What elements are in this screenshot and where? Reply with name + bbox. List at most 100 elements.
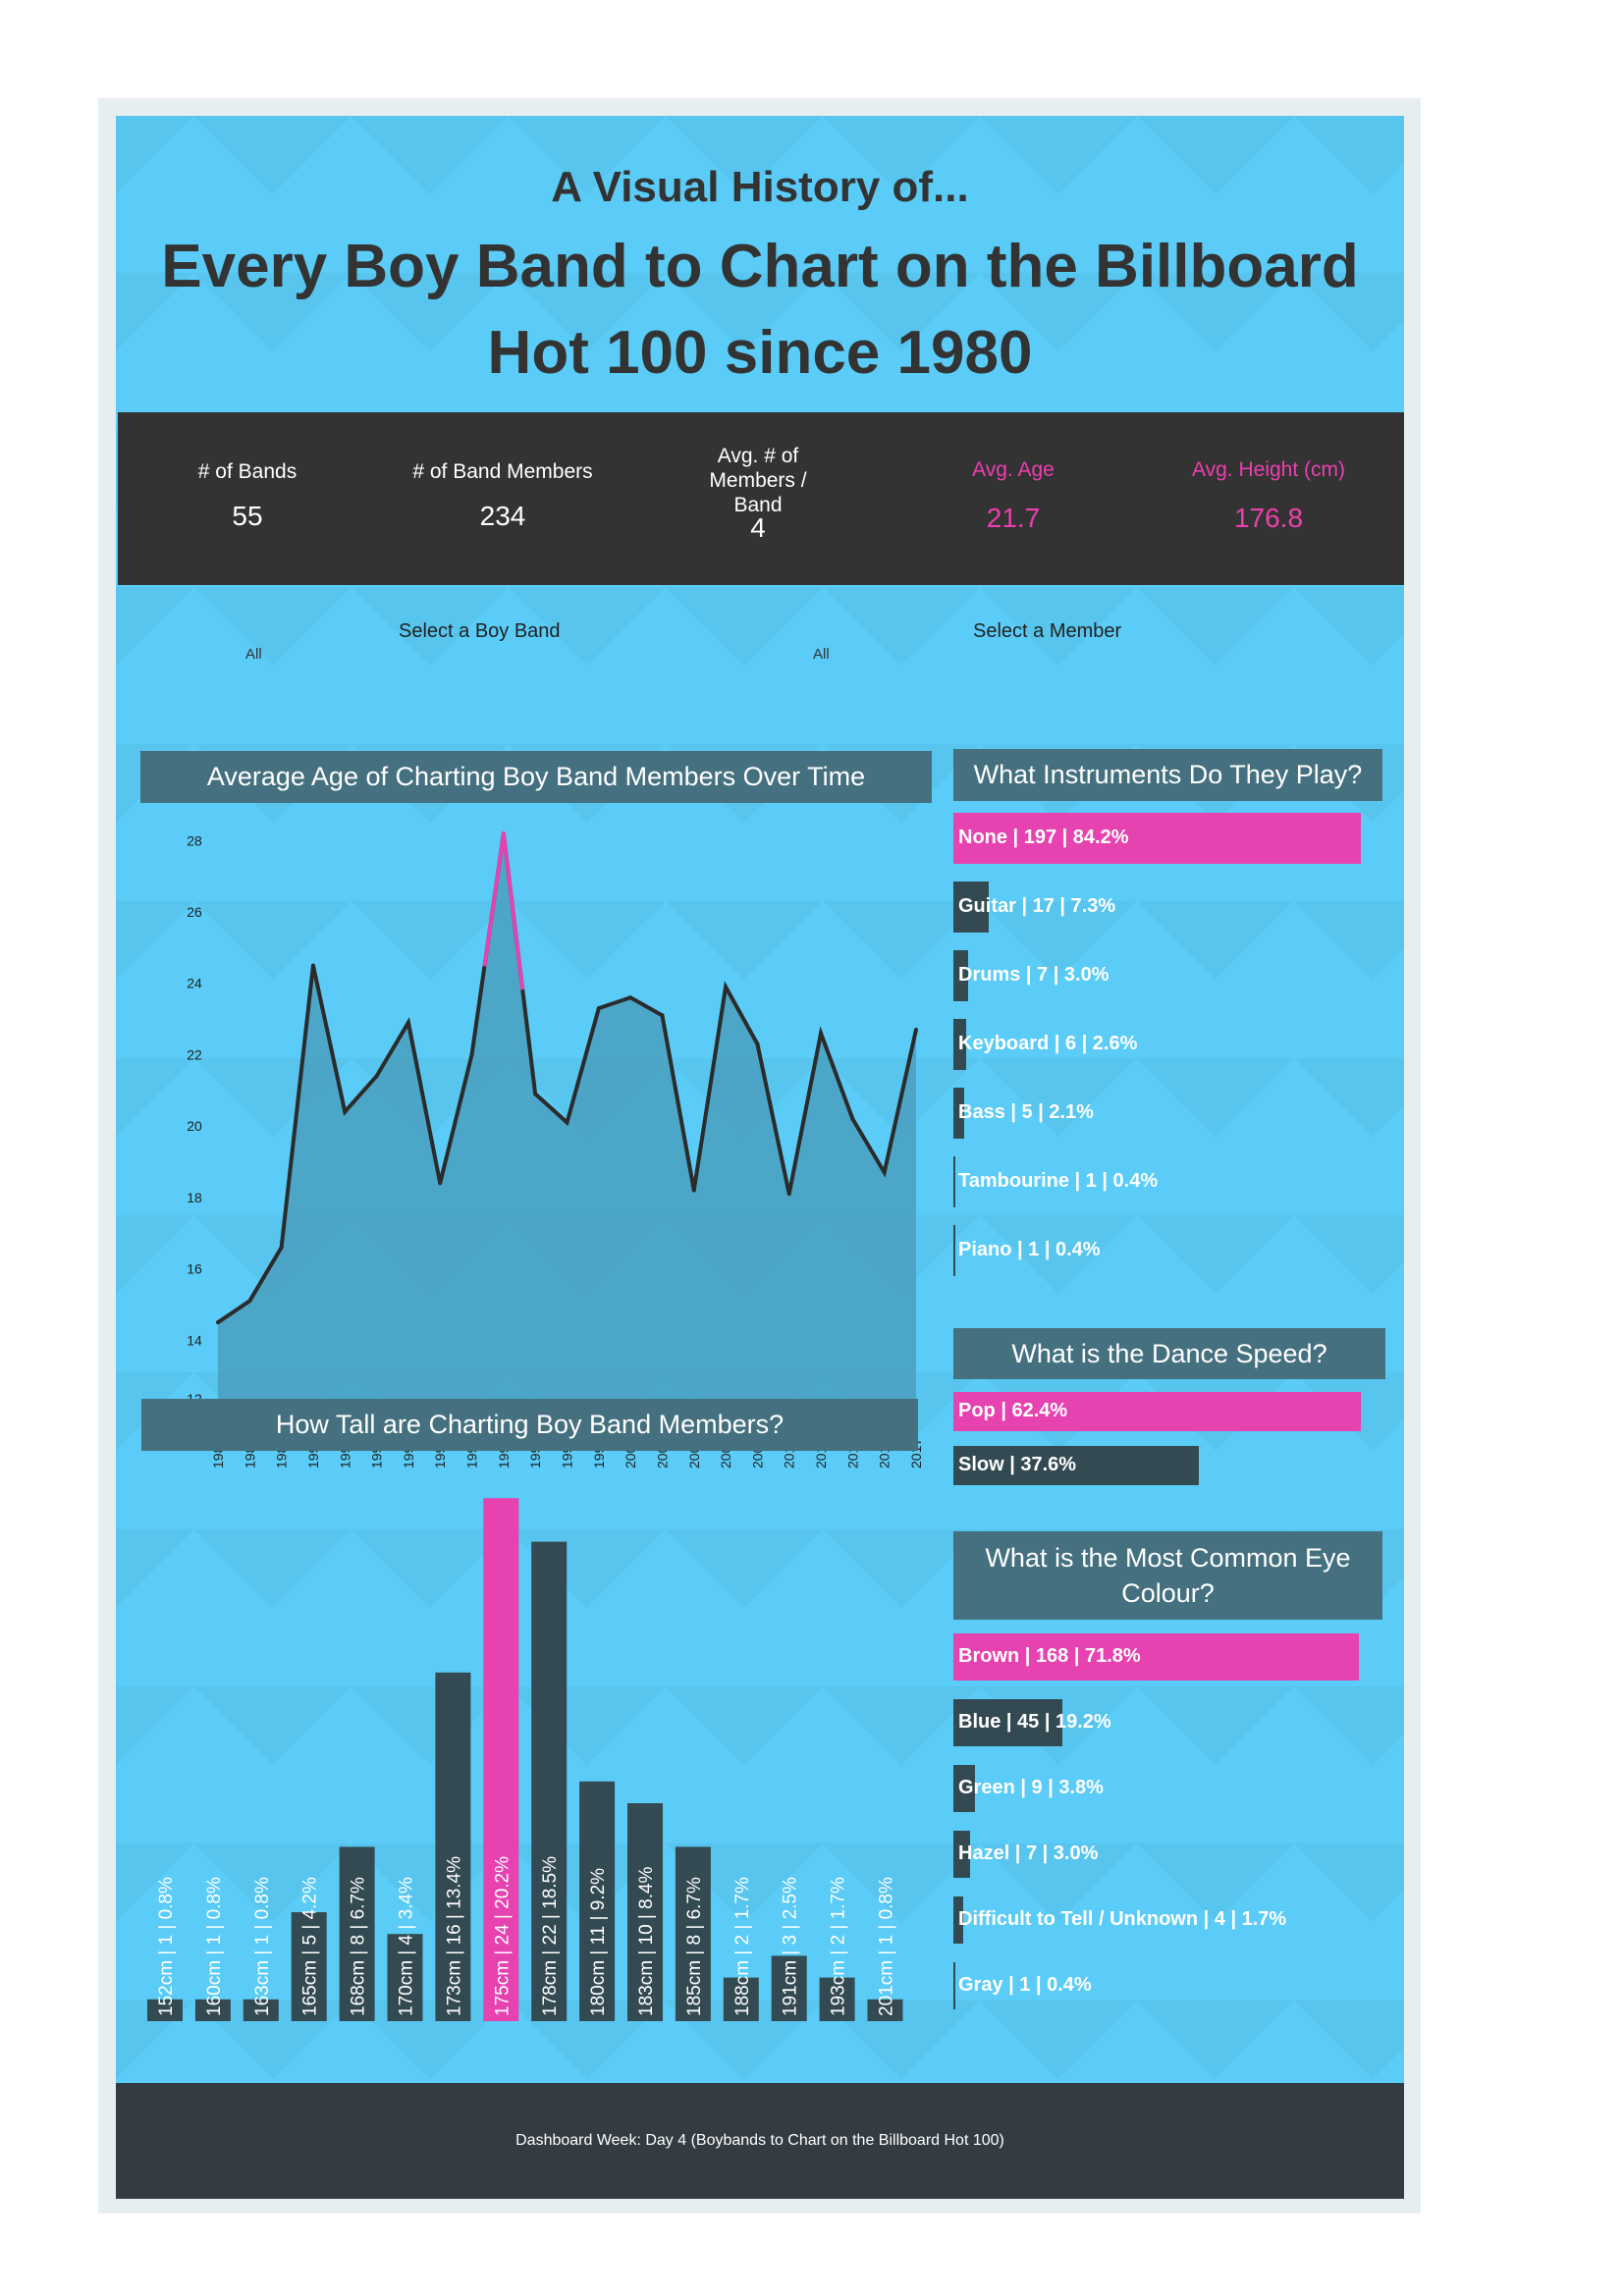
- kpi-value: 55: [232, 501, 263, 531]
- bar-label: Difficult to Tell / Unknown | 4 | 1.7%: [958, 1908, 1287, 1930]
- kpi-members-per-band: Avg. # of Members / Band 4: [640, 412, 876, 585]
- bar-label: Slow | 37.6%: [958, 1454, 1077, 1475]
- kpi-label: Avg. Age: [972, 458, 1055, 481]
- dashboard: A Visual History of... Every Boy Band to…: [116, 116, 1404, 2199]
- age-point[interactable]: [596, 1006, 601, 1011]
- age-point[interactable]: [216, 1320, 220, 1325]
- age-point[interactable]: [724, 985, 729, 989]
- height-bar-label: 201cm | 1 | 0.8%: [877, 1877, 897, 2016]
- kpi-value: 176.8: [1233, 503, 1304, 533]
- height-bar[interactable]: [147, 1999, 183, 2021]
- band-filter-label: Select a Boy Band: [399, 620, 561, 642]
- y-tick-label: 28: [187, 832, 202, 848]
- height-bar[interactable]: [339, 1846, 375, 2021]
- age-point[interactable]: [438, 1181, 443, 1186]
- age-line-chart: 1214161820222426281983198519891990199119…: [187, 831, 924, 1468]
- age-point[interactable]: [247, 1299, 252, 1304]
- bar-difficult-to-tell-unknown[interactable]: Difficult to Tell / Unknown | 4 | 1.7%: [953, 1896, 1286, 1944]
- bar-label: Green | 9 | 3.8%: [958, 1777, 1104, 1798]
- band-filter-select[interactable]: All: [245, 646, 262, 663]
- age-point[interactable]: [628, 995, 633, 1000]
- age-point[interactable]: [882, 1170, 887, 1175]
- bar-tambourine[interactable]: Tambourine | 1 | 0.4%: [953, 1156, 1158, 1207]
- bar-bass[interactable]: Bass | 5 | 2.1%: [953, 1088, 1094, 1139]
- height-bar-label: 170cm | 4 | 3.4%: [397, 1877, 417, 2016]
- bar-label: Drums | 7 | 3.0%: [958, 964, 1109, 986]
- height-bar[interactable]: [531, 1541, 568, 2021]
- bar-blue[interactable]: Blue | 45 | 19.2%: [953, 1699, 1111, 1746]
- age-point[interactable]: [406, 1020, 410, 1025]
- height-bar-label: 191cm | 3 | 2.5%: [781, 1877, 801, 2016]
- height-bar-label: 188cm | 2 | 1.7%: [732, 1877, 753, 2016]
- age-point[interactable]: [501, 831, 506, 835]
- age-point[interactable]: [786, 1192, 791, 1197]
- height-bar[interactable]: [627, 1803, 663, 2021]
- bar-label: Bass | 5 | 2.1%: [958, 1101, 1094, 1123]
- dashboard-subtitle: A Visual History of...: [551, 163, 969, 211]
- bar-label: Hazel | 7 | 3.0%: [958, 1842, 1099, 1864]
- age-point[interactable]: [343, 1109, 348, 1114]
- bar-green[interactable]: Green | 9 | 3.8%: [953, 1765, 1104, 1812]
- age-point[interactable]: [279, 1245, 284, 1250]
- height-bar[interactable]: [387, 1934, 423, 2021]
- bar-label: Brown | 168 | 71.8%: [958, 1645, 1141, 1667]
- bar-piano[interactable]: Piano | 1 | 0.4%: [953, 1225, 1101, 1276]
- height-bar-label: 163cm | 1 | 0.8%: [252, 1877, 273, 2016]
- kpi-band: # of Bands 55 # of Band Members 234 Avg.…: [118, 412, 1404, 585]
- age-point[interactable]: [565, 1120, 569, 1125]
- age-point[interactable]: [533, 1092, 538, 1096]
- age-point[interactable]: [660, 1013, 665, 1018]
- height-bar[interactable]: [483, 1498, 519, 2021]
- bar-keyboard[interactable]: Keyboard | 6 | 2.6%: [953, 1019, 1137, 1070]
- bar-label: Pop | 62.4%: [958, 1400, 1068, 1421]
- height-bar-label: 152cm | 1 | 0.8%: [156, 1877, 177, 2016]
- member-filter-select[interactable]: All: [813, 646, 830, 663]
- y-tick-label: 16: [187, 1261, 202, 1277]
- member-filter-label: Select a Member: [973, 620, 1122, 642]
- height-bar-label: 178cm | 22 | 18.5%: [540, 1856, 561, 2016]
- height-bar[interactable]: [723, 1977, 759, 2021]
- age-point[interactable]: [469, 1052, 474, 1057]
- footer: Dashboard Week: Day 4 (Boybands to Chart…: [116, 2083, 1404, 2199]
- bar-label: Gray | 1 | 0.4%: [958, 1974, 1092, 1996]
- height-bar-label: 175cm | 24 | 20.2%: [492, 1856, 513, 2016]
- height-bar-label: 173cm | 16 | 13.4%: [444, 1856, 464, 2016]
- age-point[interactable]: [850, 1116, 855, 1121]
- kpi-bands: # of Bands 55: [130, 412, 365, 585]
- height-bar[interactable]: [579, 1781, 616, 2021]
- y-tick-label: 20: [187, 1118, 202, 1134]
- bar-slow[interactable]: Slow | 37.6%: [953, 1446, 1200, 1485]
- height-bar[interactable]: [675, 1846, 711, 2021]
- height-bar[interactable]: [435, 1672, 471, 2021]
- height-bar[interactable]: [291, 1912, 327, 2021]
- height-bar[interactable]: [243, 1999, 279, 2021]
- bar-pop[interactable]: Pop | 62.4%: [953, 1392, 1361, 1431]
- dance-speed-chart: Pop | 62.4% Slow | 37.6%: [953, 1392, 1385, 1490]
- y-tick-label: 22: [187, 1046, 202, 1062]
- bar-gray[interactable]: Gray | 1 | 0.4%: [953, 1962, 1092, 2009]
- age-point[interactable]: [691, 1188, 696, 1193]
- bar-label: Piano | 1 | 0.4%: [958, 1239, 1101, 1260]
- bar-none[interactable]: None | 197 | 84.2%: [953, 813, 1361, 864]
- bar-drums[interactable]: Drums | 7 | 3.0%: [953, 950, 1109, 1001]
- eye-colour-chart: Brown | 168 | 71.8% Blue | 45 | 19.2% Gree…: [953, 1633, 1385, 2046]
- age-point[interactable]: [374, 1074, 379, 1079]
- bar-brown[interactable]: Brown | 168 | 71.8%: [953, 1633, 1359, 1681]
- age-point[interactable]: [819, 1031, 824, 1036]
- bar-guitar[interactable]: Guitar | 17 | 7.3%: [953, 881, 1115, 933]
- instruments-title: What Instruments Do They Play?: [953, 749, 1382, 801]
- y-tick-label: 24: [187, 976, 202, 991]
- height-bar[interactable]: [771, 1955, 807, 2021]
- age-point[interactable]: [914, 1027, 918, 1032]
- height-bar[interactable]: [867, 1999, 903, 2021]
- bar-label: Blue | 45 | 19.2%: [958, 1711, 1111, 1733]
- height-bar[interactable]: [819, 1977, 855, 2021]
- height-bar[interactable]: [194, 1999, 231, 2021]
- height-bar-label: 168cm | 8 | 6.7%: [349, 1877, 369, 2016]
- kpi-avg-age: Avg. Age 21.7: [895, 412, 1131, 585]
- age-point[interactable]: [310, 963, 315, 968]
- height-bar-label: 193cm | 2 | 1.7%: [829, 1877, 849, 2016]
- bar-hazel[interactable]: Hazel | 7 | 3.0%: [953, 1831, 1098, 1878]
- eye-colour-title: What is the Most Common Eye Colour?: [953, 1531, 1382, 1620]
- age-point[interactable]: [755, 1041, 760, 1046]
